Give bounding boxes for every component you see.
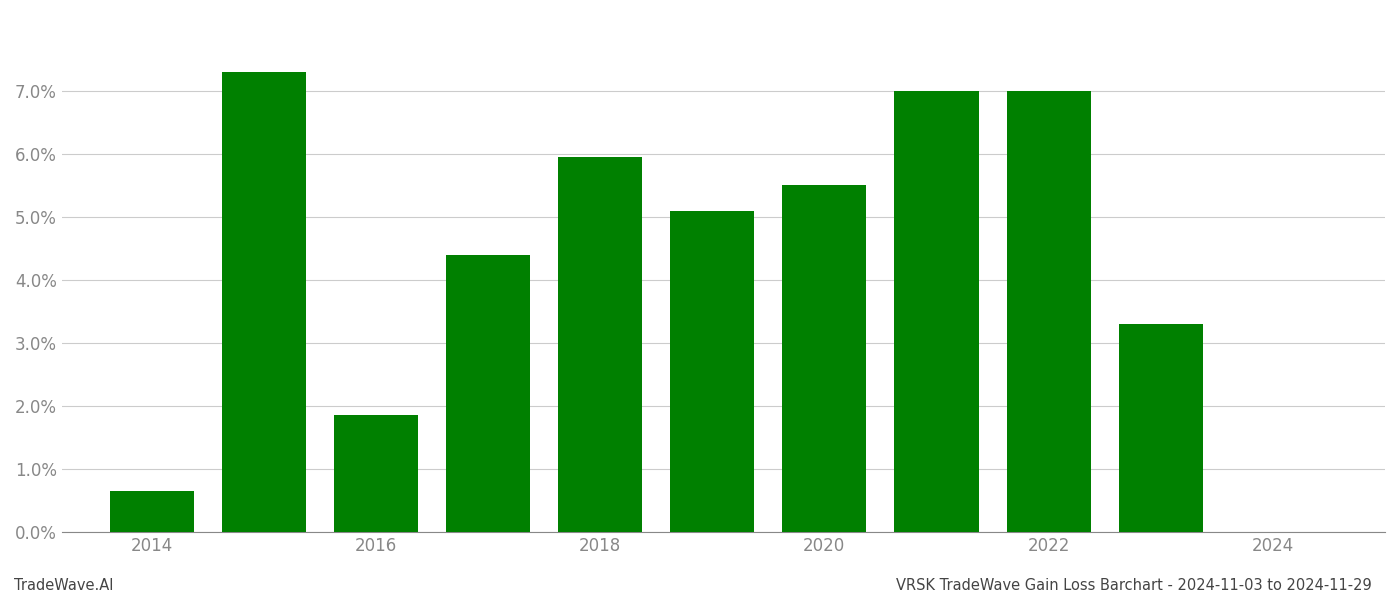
Bar (333, 415, 417, 532)
Text: TradeWave.AI: TradeWave.AI (14, 578, 113, 593)
Bar (109, 491, 193, 532)
Bar (783, 185, 867, 532)
Bar (1119, 324, 1203, 532)
Bar (559, 157, 643, 532)
Bar (447, 254, 531, 532)
Text: VRSK TradeWave Gain Loss Barchart - 2024-11-03 to 2024-11-29: VRSK TradeWave Gain Loss Barchart - 2024… (896, 578, 1372, 593)
Bar (221, 72, 305, 532)
Bar (671, 211, 755, 532)
Bar (1007, 91, 1091, 532)
Bar (895, 91, 979, 532)
